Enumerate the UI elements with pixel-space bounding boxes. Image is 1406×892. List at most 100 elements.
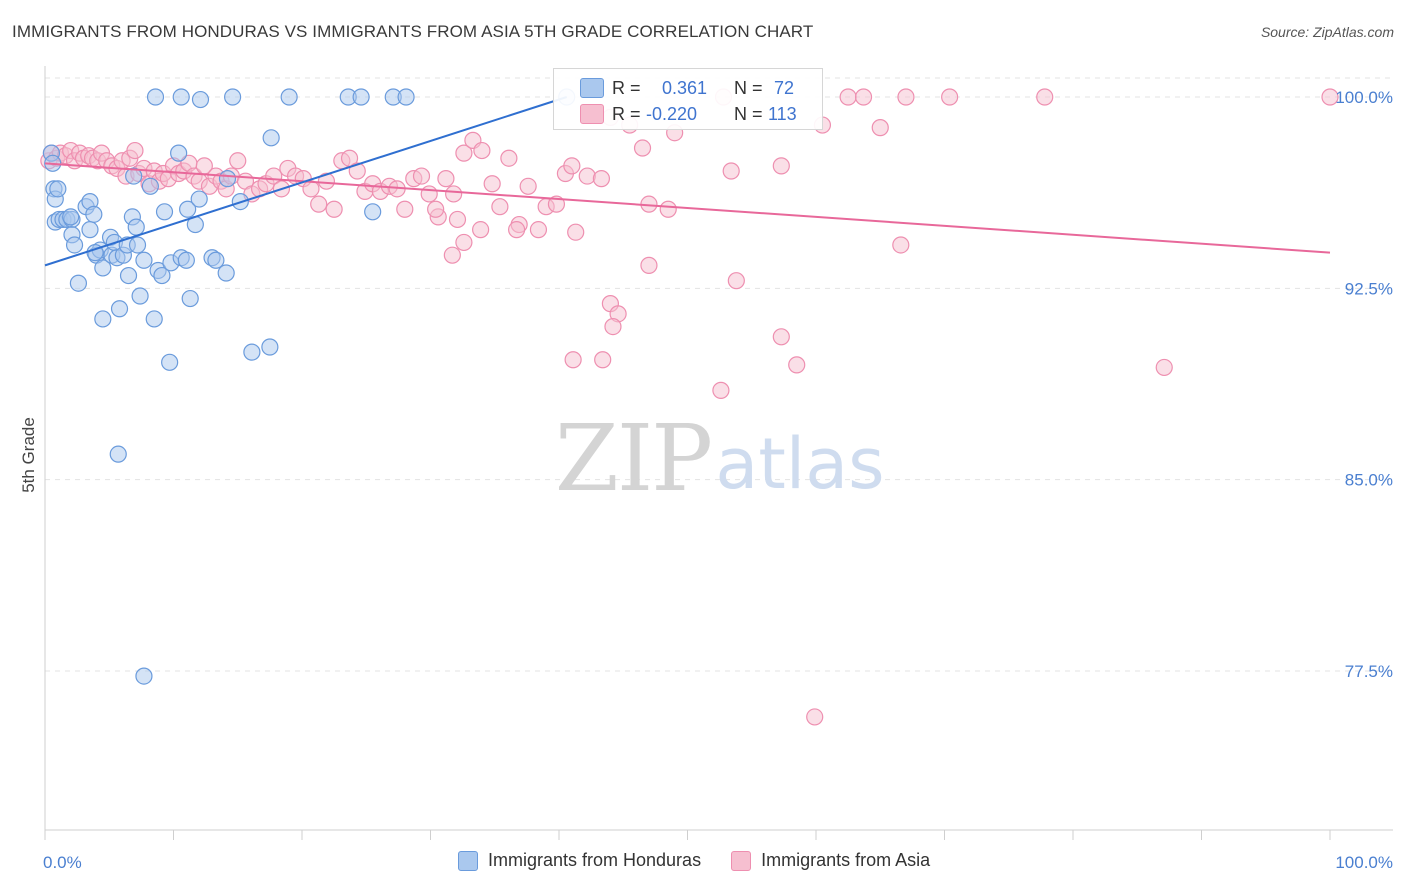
data-point	[207, 251, 225, 269]
legend-item-asia[interactable]: Immigrants from Asia	[731, 850, 930, 871]
stats-n-value: 113	[768, 103, 797, 124]
data-point	[217, 264, 235, 282]
data-point	[127, 218, 145, 236]
data-point	[712, 381, 730, 399]
watermark-atlas: atlas	[715, 423, 884, 505]
stats-n-label: N =	[734, 77, 763, 98]
data-point	[161, 353, 179, 371]
data-point	[229, 152, 247, 170]
x-tick-label: 0.0%	[43, 853, 82, 872]
data-point	[224, 88, 242, 106]
data-point	[519, 177, 537, 195]
legend-label-asia: Immigrants from Asia	[761, 850, 931, 870]
data-point	[437, 170, 455, 188]
data-point	[397, 88, 415, 106]
stats-r-value: -0.220	[646, 103, 698, 124]
data-point	[941, 88, 959, 106]
data-point	[119, 266, 138, 285]
data-point	[1155, 358, 1173, 377]
data-point	[364, 203, 382, 221]
data-point	[85, 205, 103, 223]
stats-r-label: R =	[612, 103, 641, 124]
data-point	[788, 356, 806, 374]
stats-r-value: 0.361	[662, 77, 708, 98]
data-point	[578, 167, 596, 185]
trend-line-asia	[44, 162, 1331, 254]
trend-line-honduras	[44, 96, 568, 267]
data-point	[172, 88, 190, 106]
data-point	[472, 221, 490, 239]
data-point	[455, 233, 473, 252]
data-point	[806, 708, 824, 726]
y-axis-label: 5th Grade	[19, 417, 38, 493]
data-point	[483, 175, 501, 193]
stats-r-label: R =	[612, 77, 641, 98]
data-point	[594, 351, 612, 369]
legend-label-honduras: Immigrants from Honduras	[488, 850, 702, 870]
legend-item-honduras[interactable]: Immigrants from Honduras	[458, 850, 701, 871]
data-point	[1036, 88, 1054, 106]
data-point	[473, 141, 491, 160]
grid-lines	[45, 77, 1393, 672]
data-point	[500, 149, 518, 167]
trend-lines	[44, 96, 1331, 267]
axes	[44, 66, 1393, 840]
data-point	[145, 310, 163, 328]
data-point	[191, 90, 210, 109]
data-point	[170, 144, 188, 162]
data-point	[427, 200, 445, 218]
y-tick-label: 85.0%	[1345, 471, 1393, 490]
data-point	[125, 167, 143, 185]
data-point	[659, 200, 677, 218]
stats-box: R = 0.361 N = 72 R = -0.220 N = 113	[553, 68, 823, 130]
data-point	[325, 200, 343, 218]
data-point	[854, 88, 873, 106]
data-point	[109, 445, 127, 463]
data-point	[126, 141, 144, 160]
data-point	[141, 177, 159, 195]
data-point	[128, 236, 147, 254]
data-point	[727, 272, 745, 290]
data-point	[563, 157, 581, 175]
y-tick-label: 92.5%	[1345, 279, 1393, 298]
data-point	[772, 328, 790, 346]
data-point	[310, 195, 328, 213]
source-label: Source: ZipAtlas.com	[1260, 24, 1394, 40]
data-point	[871, 119, 889, 137]
data-point	[262, 129, 280, 147]
data-point	[49, 180, 67, 198]
data-point	[604, 318, 622, 336]
data-point	[280, 88, 298, 106]
data-point	[633, 139, 652, 157]
y-tick-label: 100.0%	[1335, 88, 1393, 107]
data-point	[302, 180, 320, 198]
data-point	[110, 300, 129, 318]
data-point	[420, 185, 438, 203]
data-point	[491, 198, 509, 216]
data-point	[243, 343, 261, 361]
data-point	[445, 185, 463, 203]
data-point	[722, 162, 740, 180]
data-point	[640, 256, 658, 274]
data-point	[190, 190, 208, 208]
data-point	[352, 88, 370, 106]
data-point	[179, 200, 197, 218]
stats-swatch-asia	[580, 104, 604, 124]
data-point	[177, 251, 195, 269]
data-point	[348, 162, 366, 180]
data-point	[153, 266, 171, 285]
data-point	[81, 221, 99, 239]
data-point	[146, 88, 165, 106]
data-point	[218, 170, 237, 188]
data-point	[507, 221, 526, 239]
data-point	[317, 172, 336, 190]
data-point	[547, 195, 566, 213]
data-point	[94, 310, 112, 328]
data-point	[131, 287, 149, 305]
data-point	[592, 170, 611, 188]
y-tick-label: 77.5%	[1345, 662, 1393, 681]
data-point	[839, 88, 857, 106]
chart-title: IMMIGRANTS FROM HONDURAS VS IMMIGRANTS F…	[12, 22, 814, 41]
data-point	[897, 88, 915, 106]
